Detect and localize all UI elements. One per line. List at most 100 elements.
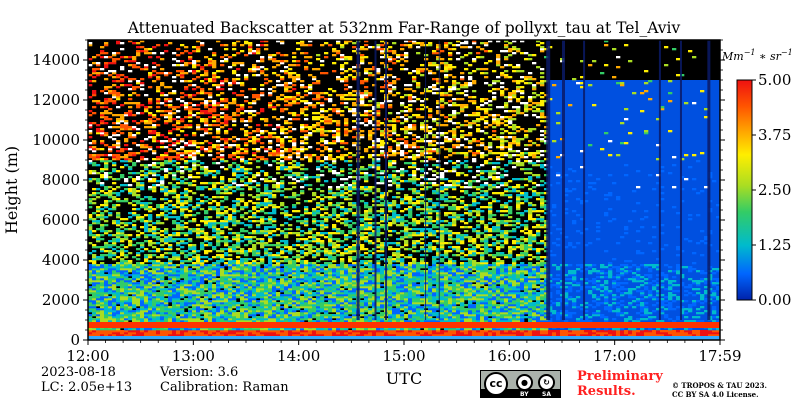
heatmap-cell xyxy=(184,272,189,275)
heatmap-cell xyxy=(300,286,305,289)
heatmap-cell xyxy=(160,310,165,313)
heatmap-cell xyxy=(244,74,249,77)
heatmap-cell xyxy=(188,184,193,187)
heatmap-cell xyxy=(176,206,181,209)
heatmap-cell xyxy=(148,270,153,273)
heatmap-cell xyxy=(156,184,161,187)
heatmap-cell xyxy=(100,282,105,285)
heatmap-cell xyxy=(320,316,325,319)
heatmap-cell xyxy=(276,276,281,279)
heatmap-cell xyxy=(92,282,97,285)
heatmap-cell xyxy=(208,290,213,293)
heatmap-cell xyxy=(236,40,241,43)
heatmap-cell xyxy=(164,334,169,337)
heatmap-cell xyxy=(160,304,165,307)
heatmap-cell xyxy=(212,174,217,177)
heatmap-cell xyxy=(164,262,169,265)
heatmap-cell xyxy=(180,238,185,241)
heatmap-cell xyxy=(180,286,185,289)
heatmap-cell xyxy=(300,300,305,303)
heatmap-cell xyxy=(252,278,257,281)
heatmap-cell xyxy=(240,108,245,111)
heatmap-cell xyxy=(184,304,189,307)
heatmap-cell xyxy=(244,42,249,45)
heatmap-cell xyxy=(232,182,237,185)
heatmap-cell xyxy=(172,212,177,215)
heatmap-cell xyxy=(176,332,181,335)
heatmap-cell xyxy=(272,316,277,319)
heatmap-cell xyxy=(228,164,233,167)
heatmap-cell xyxy=(132,220,137,223)
heatmap-cell xyxy=(116,98,121,101)
heatmap-cell xyxy=(132,58,137,61)
heatmap-cell xyxy=(188,290,193,293)
heatmap-cell xyxy=(224,160,229,163)
heatmap-cell xyxy=(88,268,93,271)
heatmap-cell xyxy=(260,240,265,243)
heatmap-cell xyxy=(188,108,193,111)
heatmap-cell xyxy=(88,274,93,277)
heatmap-cell xyxy=(160,178,165,181)
heatmap-cell xyxy=(228,298,233,301)
heatmap-cell xyxy=(248,132,253,135)
heatmap-cell xyxy=(236,188,241,191)
heatmap-cell xyxy=(324,278,329,281)
heatmap-cell xyxy=(228,306,233,309)
heatmap-cell xyxy=(192,284,197,287)
heatmap-cell xyxy=(200,332,205,335)
heatmap-cell xyxy=(188,316,193,319)
heatmap-cell xyxy=(168,260,173,263)
heatmap-cell xyxy=(280,130,285,133)
heatmap-cell xyxy=(204,312,209,315)
heatmap-cell xyxy=(264,328,269,331)
heatmap-cell xyxy=(260,262,265,265)
heatmap-cell xyxy=(208,316,213,319)
heatmap-cell xyxy=(320,198,325,201)
heatmap-cell xyxy=(292,138,297,141)
heatmap-cell xyxy=(296,296,301,299)
heatmap-cell xyxy=(196,302,201,305)
heatmap-cell xyxy=(220,156,225,159)
heatmap-cell xyxy=(280,116,285,119)
heatmap-cell xyxy=(156,180,161,183)
heatmap-cell xyxy=(280,60,285,63)
heatmap-cell xyxy=(196,278,201,281)
heatmap-cell xyxy=(112,132,117,135)
heatmap-cell xyxy=(188,280,193,283)
heatmap-cell xyxy=(240,320,245,323)
heatmap-cell xyxy=(144,52,149,55)
heatmap-cell xyxy=(296,308,301,311)
heatmap-cell xyxy=(184,192,189,195)
heatmap-cell xyxy=(128,64,133,67)
heatmap-cell xyxy=(244,224,249,227)
heatmap-cell xyxy=(228,218,233,221)
heatmap-cell xyxy=(112,90,117,93)
heatmap-cell xyxy=(244,218,249,221)
heatmap-cell xyxy=(188,140,193,143)
heatmap-cell xyxy=(104,254,109,257)
heatmap-cell xyxy=(284,234,289,237)
heatmap-cell xyxy=(304,208,309,211)
heatmap-cell xyxy=(152,298,157,301)
heatmap-cell xyxy=(216,264,221,267)
heatmap-cell xyxy=(156,248,161,251)
heatmap-cell xyxy=(292,178,297,181)
heatmap-cell xyxy=(284,84,289,87)
heatmap-cell xyxy=(204,72,209,75)
heatmap-cell xyxy=(284,274,289,277)
heatmap-cell xyxy=(256,194,261,197)
heatmap-cell xyxy=(140,78,145,81)
heatmap-cell xyxy=(168,328,173,331)
heatmap-cell xyxy=(304,124,309,127)
heatmap-cell xyxy=(100,304,105,307)
heatmap-cell xyxy=(196,272,201,275)
heatmap-cell xyxy=(248,268,253,271)
heatmap-cell xyxy=(208,236,213,239)
heatmap-cell xyxy=(108,244,113,247)
heatmap-cell xyxy=(164,98,169,101)
heatmap-cell xyxy=(320,314,325,317)
heatmap-cell xyxy=(280,152,285,155)
heatmap-cell xyxy=(96,130,101,133)
heatmap-cell xyxy=(248,290,253,293)
heatmap-cell xyxy=(260,58,265,61)
